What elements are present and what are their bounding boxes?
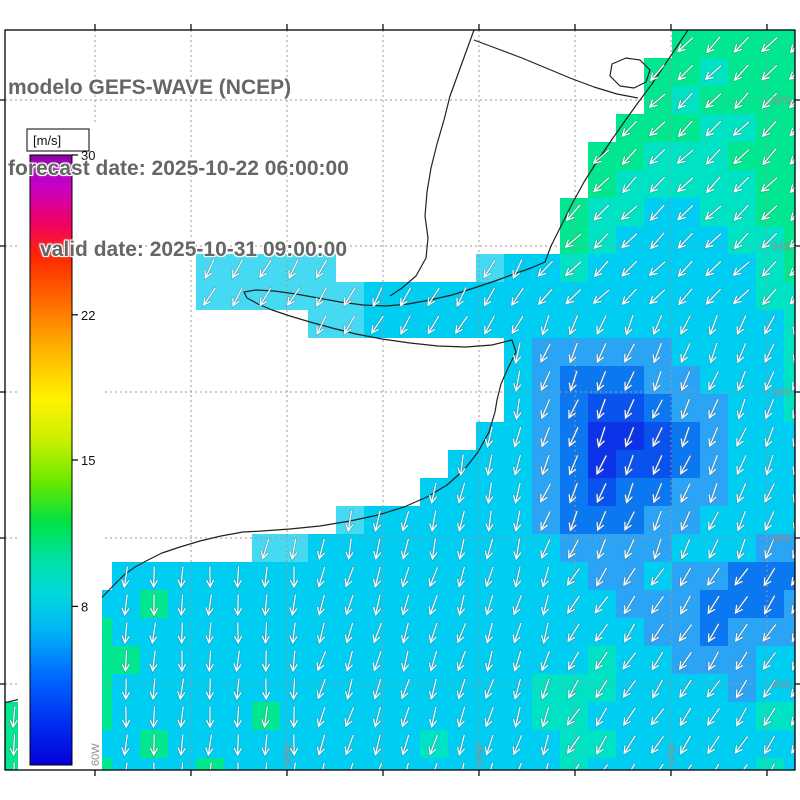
svg-text:58W: 58W xyxy=(282,743,294,766)
map-frame xyxy=(4,29,796,771)
svg-text:40S: 40S xyxy=(771,679,791,691)
svg-text:32S: 32S xyxy=(771,95,791,107)
svg-text:60W: 60W xyxy=(90,743,102,766)
svg-text:8: 8 xyxy=(81,599,88,614)
svg-text:54W: 54W xyxy=(666,743,678,766)
coastline-layer xyxy=(5,30,689,703)
wind-direction-arrows xyxy=(8,35,795,770)
svg-text:36S: 36S xyxy=(771,387,791,399)
svg-text:30: 30 xyxy=(81,148,95,163)
latitude-labels: 32S 34S 36S 38S 40S xyxy=(771,95,791,691)
svg-text:15: 15 xyxy=(81,453,95,468)
svg-text:34S: 34S xyxy=(771,241,791,253)
colorbar-legend: 30 22 15 8 [m/s] xyxy=(18,122,102,772)
axis-ticks xyxy=(0,24,800,776)
longitude-labels: 60W 58W 56W 54W xyxy=(90,743,678,766)
svg-text:[m/s]: [m/s] xyxy=(33,133,61,148)
forecast-date: forecast date: 2025-10-22 06:00:00 xyxy=(8,157,349,180)
svg-text:38S: 38S xyxy=(771,533,791,545)
border-line xyxy=(473,39,639,99)
coastline-path xyxy=(5,30,689,703)
uruguay-river-line xyxy=(389,30,475,297)
model-title: modelo GEFS-WAVE (NCEP) xyxy=(8,76,292,99)
svg-text:56W: 56W xyxy=(474,743,486,766)
svg-text:22: 22 xyxy=(81,308,95,323)
lagoon-outline xyxy=(609,57,651,89)
valid-date: valid date: 2025-10-31 09:00:00 xyxy=(40,238,348,261)
title-block: modelo GEFS-WAVE (NCEP) forecast date: 2… xyxy=(8,20,349,317)
